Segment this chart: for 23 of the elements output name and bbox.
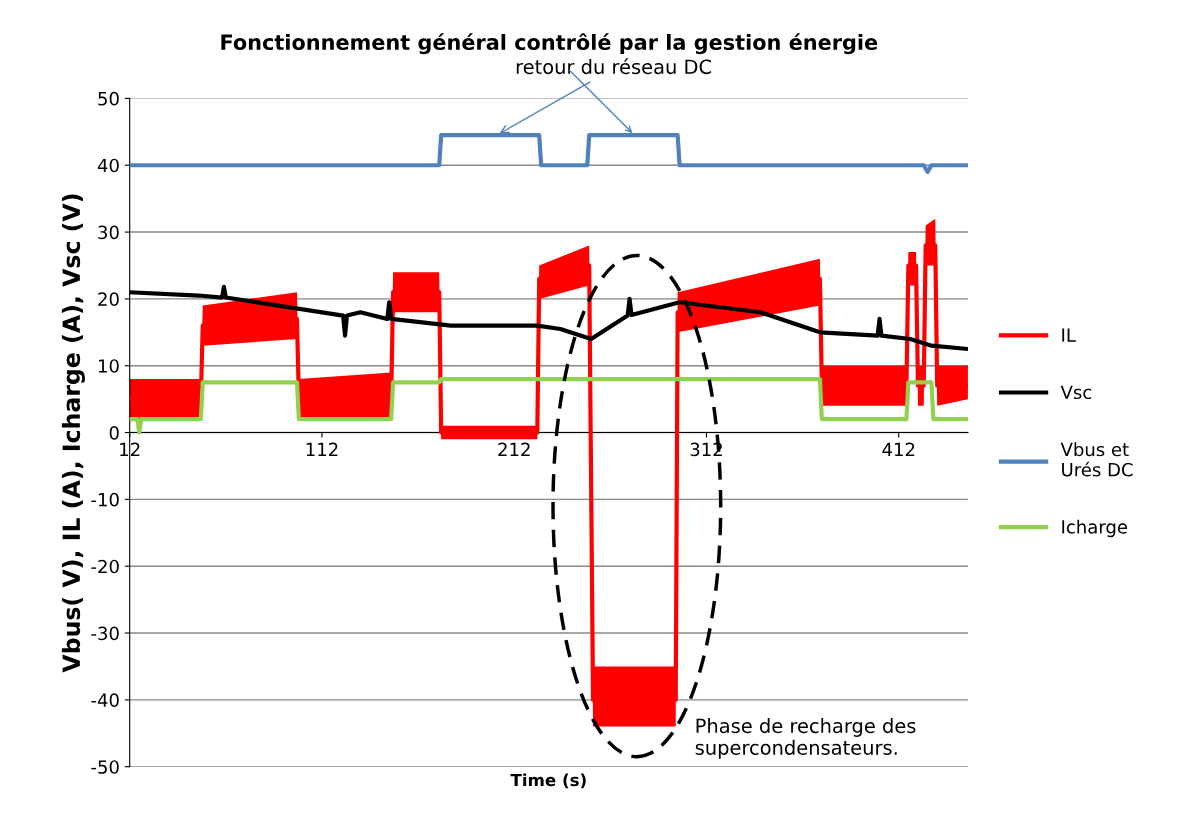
y-tick-label: 10	[98, 359, 119, 373]
x-tick-label: 412	[882, 442, 915, 456]
x-tick-label: 112	[306, 442, 338, 456]
y-tick-label: -30	[91, 626, 119, 641]
chart-title: Fonctionnement général contrôlé par la gestion énergie	[221, 33, 878, 55]
y-tick-label: 0	[109, 426, 119, 440]
legend-label: Icharge	[1062, 519, 1128, 538]
legend-label: Vsc	[1060, 385, 1092, 400]
y-tick-label: 50	[98, 91, 119, 106]
legend-label: IL	[1062, 328, 1076, 342]
x-axis-title: Time (s)	[510, 773, 586, 789]
y-tick-label: -20	[91, 559, 119, 574]
legend-label: Vbus et Urés DC	[1060, 442, 1133, 477]
y-tick-label: 20	[98, 292, 119, 307]
y-tick-label: 40	[97, 158, 119, 173]
y-axis-title: Vbus( V), IL (A), Icharge (A), Vsc (V)	[61, 194, 85, 673]
y-tick-label: -10	[91, 492, 119, 507]
annotation: Phase de recharge des supercondensateurs.	[695, 718, 916, 759]
annotation: retour du réseau DC	[516, 58, 712, 75]
y-tick-label: -40	[91, 693, 119, 707]
y-tick-label: -50	[91, 760, 119, 774]
y-tick-label: 30	[98, 225, 119, 240]
x-tick-label: 212	[498, 442, 530, 456]
